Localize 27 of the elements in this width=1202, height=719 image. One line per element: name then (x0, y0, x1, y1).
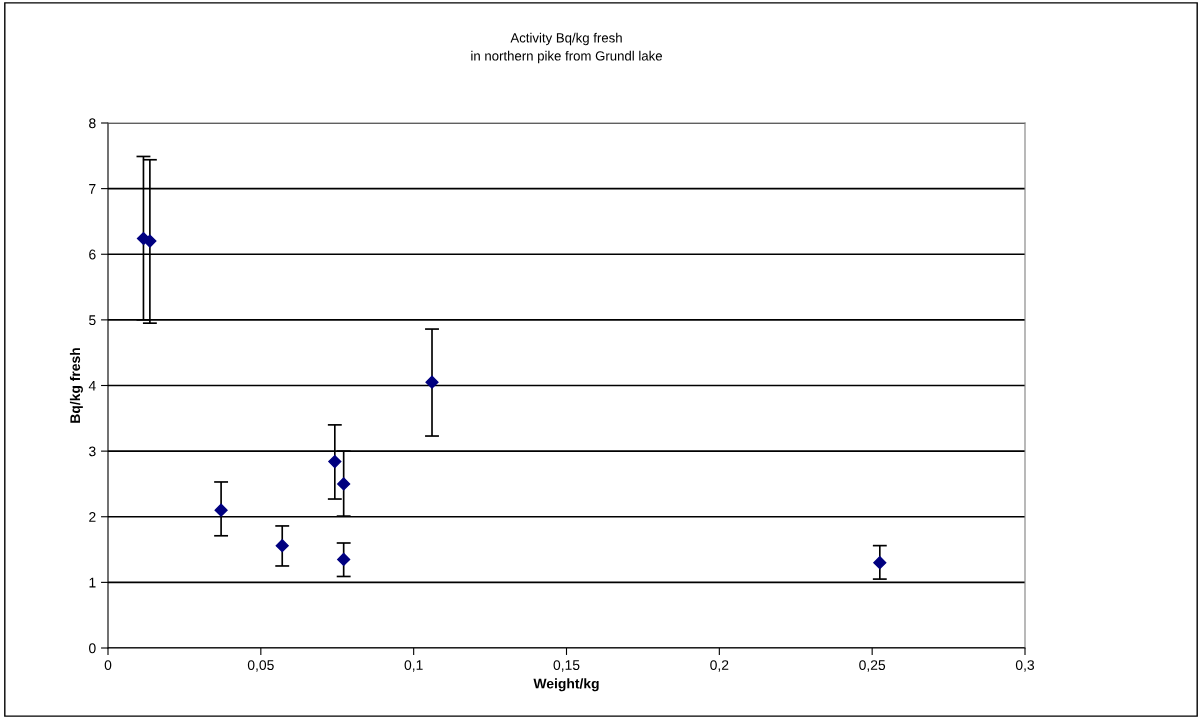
x-tick-label: 0 (104, 660, 112, 671)
point (214, 503, 228, 517)
x-tick-label: 0,25 (859, 660, 886, 672)
x-tick-label: 0,2 (710, 660, 729, 672)
y-tick-label: 3 (89, 446, 96, 457)
x-tick-label: 0,1 (404, 660, 423, 672)
y-tick-label: 2 (89, 512, 96, 522)
x-tick-label: 0,3 (1015, 660, 1035, 672)
y-tick-label: 0 (89, 643, 96, 654)
y-tick-label: 4 (88, 380, 96, 391)
point (275, 539, 289, 553)
point (337, 477, 351, 491)
y-tick-label: 6 (89, 249, 96, 260)
y-tick-label: 5 (89, 315, 96, 326)
y-tick-label: 8 (89, 118, 96, 129)
point (873, 556, 887, 570)
x-axis-title: Weight/kg (533, 678, 599, 692)
x-tick-label: 0,05 (247, 660, 274, 672)
point (328, 455, 342, 469)
point (425, 375, 439, 389)
x-tick-label: 0,15 (553, 660, 580, 672)
y-axis-title: Bq/kg fresh (69, 348, 83, 423)
y-tick-label: 1 (89, 577, 96, 588)
point (143, 234, 157, 248)
point (337, 552, 351, 566)
y-tick-label: 7 (89, 184, 96, 194)
chart-title: Activity Bq/kg fresh in northern pike from Grundl lake (471, 32, 662, 64)
